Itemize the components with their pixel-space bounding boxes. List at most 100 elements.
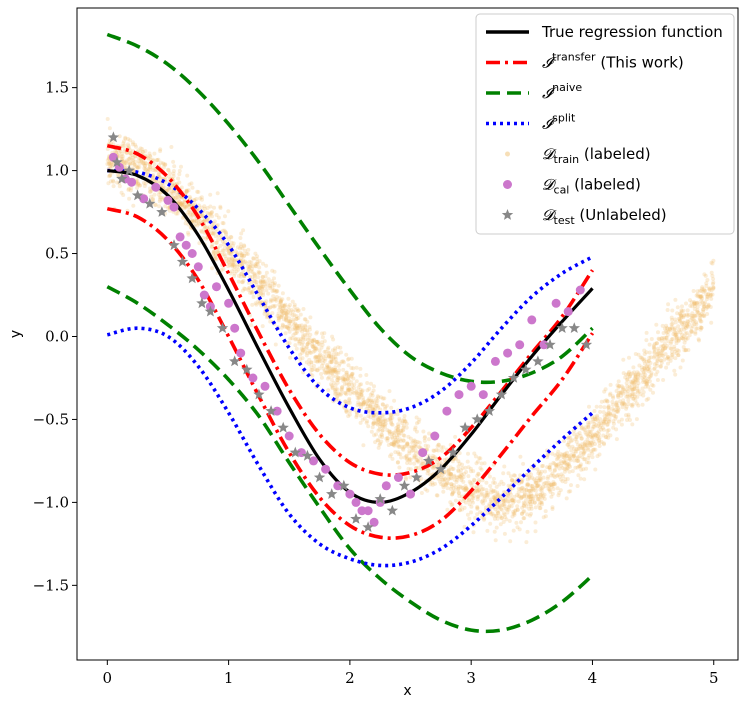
train-point [636,371,641,376]
train-point [284,308,288,313]
train-point [580,446,585,451]
train-point [196,207,201,212]
train-point [357,395,362,400]
train-point [666,302,671,307]
train-point [150,197,155,202]
train-point [436,448,441,453]
train-point [685,323,690,328]
train-point [346,374,351,379]
train-point [658,364,663,368]
train-point [525,482,530,487]
train-point [326,364,331,369]
train-point [670,355,674,360]
train-point [233,257,238,262]
train-point [448,500,453,505]
train-point [364,407,369,411]
train-point [629,387,634,392]
train-point [445,507,450,512]
train-point [389,420,393,425]
train-point [304,353,309,358]
train-point [423,443,428,448]
train-point [507,503,512,508]
train-point [684,331,689,335]
train-point [555,486,560,491]
train-point [693,313,698,318]
train-point [702,304,706,309]
train-point [669,337,674,342]
train-point [487,502,492,507]
train-point [695,300,700,305]
train-point [396,452,401,457]
train-point [339,391,344,396]
train-point [414,415,419,420]
train-point [134,144,138,149]
train-point [404,453,409,458]
train-point [507,499,512,504]
train-point [220,252,225,257]
train-point [205,217,210,222]
train-point [135,165,140,170]
train-point [578,462,583,467]
train-point [260,280,265,285]
train-point [631,378,636,383]
train-point [126,142,130,147]
train-point [559,477,564,482]
train-point [153,203,158,208]
train-point [258,280,263,285]
train-point [606,419,611,424]
train-point [683,348,688,353]
train-point [313,367,318,372]
train-point [313,346,318,351]
train-point [548,489,553,494]
train-point [680,336,685,341]
train-point [310,367,315,372]
train-point [255,260,260,265]
train-point [375,438,380,443]
train-point [249,323,254,328]
train-point [446,473,451,477]
train-point [604,413,609,418]
train-point [356,400,361,405]
train-point [464,488,468,493]
train-point [501,496,505,501]
train-point [284,318,289,323]
train-point [518,487,523,492]
train-point [376,416,381,421]
train-point [624,394,629,399]
train-point [297,341,302,346]
train-point [249,260,254,265]
train-point [221,248,226,253]
train-point [182,199,187,204]
train-point [688,298,692,303]
train-point [677,336,682,341]
train-point [187,182,192,187]
train-point [611,419,616,424]
train-point [231,243,235,248]
train-point [546,483,551,488]
train-point [630,380,635,385]
train-point [525,482,530,487]
train-point [241,254,246,258]
train-point [383,419,388,423]
train-point [574,434,579,439]
train-point [277,314,282,319]
train-point [401,438,406,443]
train-point [290,299,295,304]
train-point [538,476,543,481]
train-point [614,400,619,405]
train-point [187,212,192,217]
train-point [254,282,259,287]
train-point [624,387,629,392]
train-point [312,344,317,348]
train-point [296,309,300,313]
train-point [662,326,667,331]
train-point [630,388,635,393]
train-point [288,319,293,324]
train-point [626,371,631,376]
train-point [226,247,231,252]
train-point [477,456,482,461]
train-point [360,388,365,393]
train-point [537,478,542,483]
train-point [275,314,280,318]
train-point [362,399,367,404]
